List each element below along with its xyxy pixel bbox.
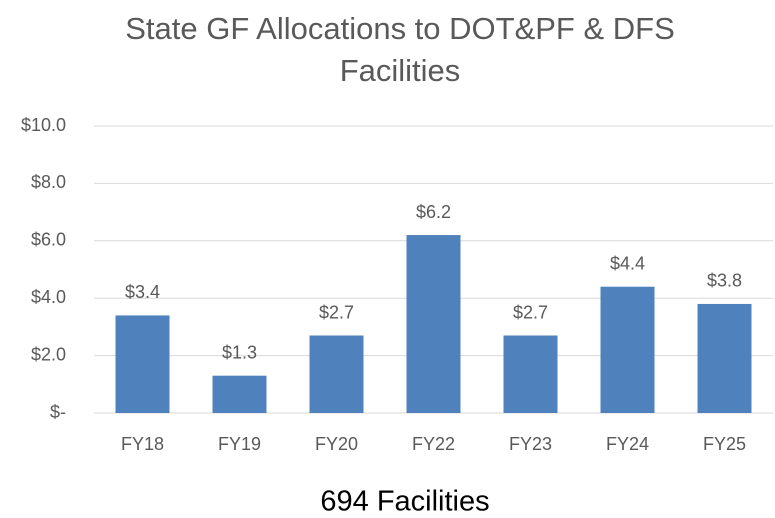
x-axis-label: 694 Facilities [320,486,489,518]
x-tick-label: FY25 [703,434,746,454]
y-tick-label: $- [50,402,66,422]
x-tick-label: FY22 [412,434,455,454]
chart-title: State GF Allocations to DOT&PF & DFS Fac… [125,11,675,88]
x-tick-label: FY20 [315,434,358,454]
bar [115,315,170,413]
bar [406,235,461,413]
data-label: $3.4 [125,282,160,302]
x-tick-label: FY24 [606,434,649,454]
bar [600,286,655,413]
x-tick-label: FY19 [218,434,261,454]
data-label: $1.3 [222,342,257,362]
data-label: $3.8 [707,271,742,291]
data-label: $2.7 [319,302,354,322]
bar [697,303,752,413]
bar [309,335,364,413]
y-tick-label: $8.0 [31,172,66,192]
y-tick-label: $2.0 [31,344,66,364]
y-tick-label: $10.0 [21,115,66,135]
data-label: $2.7 [513,302,548,322]
bar [503,335,558,413]
x-tick-label: FY18 [121,434,164,454]
y-tick-label: $4.0 [31,287,66,307]
y-tick-label: $6.0 [31,230,66,250]
x-tick-label: FY23 [509,434,552,454]
data-label: $4.4 [610,253,645,273]
bar [212,375,267,413]
data-label: $6.2 [416,202,451,222]
